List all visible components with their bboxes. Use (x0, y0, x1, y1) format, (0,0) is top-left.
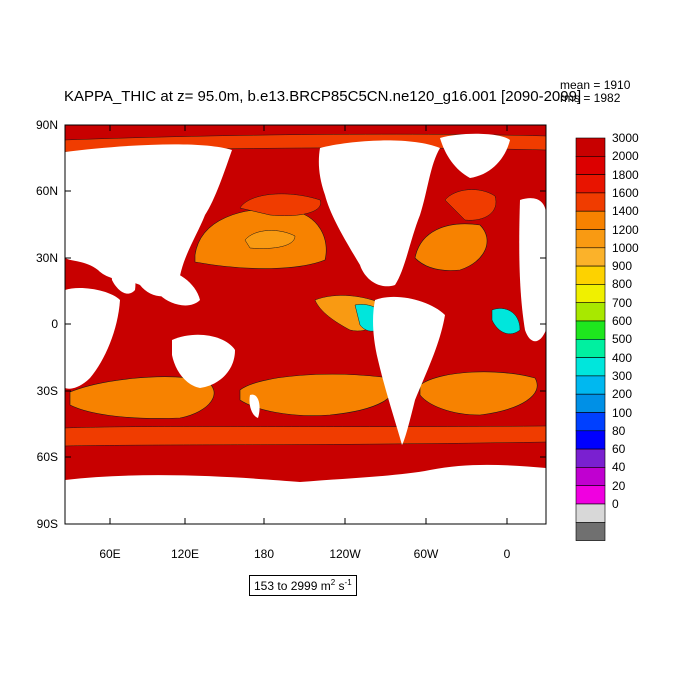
lon-ticks (109, 125, 508, 524)
colorbar-label: 1400 (612, 204, 639, 219)
colorbar-label: 80 (612, 423, 626, 438)
south-indian-gyre (69, 376, 215, 419)
north-atlantic-gyre (414, 223, 488, 271)
colorbar-swatch (575, 284, 606, 303)
plot-title: KAPPA_THIC at z= 95.0m, b.e13.BRCP85C5CN… (64, 88, 582, 105)
colorbar-swatch (575, 485, 606, 505)
colorbar-swatch (575, 210, 606, 230)
rms-stat: rms = 1982 (560, 91, 621, 105)
india-land (110, 255, 136, 294)
southern-ocean-band (65, 425, 546, 447)
colorbar-label: 40 (612, 460, 626, 475)
map-area (65, 125, 546, 524)
lat-label-60n: 60N (36, 184, 58, 198)
colorbar-swatch (575, 302, 606, 322)
colorbar-label: 500 (612, 332, 633, 347)
southeast-asia-land (150, 269, 200, 306)
colorbar-label: 100 (612, 405, 633, 420)
europe-africa-east (519, 198, 546, 342)
colorbar-swatch (575, 357, 606, 377)
eurasia-land (65, 144, 232, 297)
range-label: 153 to 2999 m2 s-1 (249, 575, 357, 596)
range-unit-sup1: 2 (330, 578, 336, 587)
colorbar-label: 800 (612, 277, 633, 292)
mean-stat: mean = 1910 (560, 78, 631, 92)
colorbar-swatch (575, 265, 606, 285)
lat-label-90n: 90N (36, 118, 58, 132)
north-pacific-subpolar (239, 193, 321, 216)
lat-label-60s: 60S (37, 450, 58, 464)
colorbar-label: 700 (612, 295, 633, 310)
colorbar-swatch (575, 156, 606, 175)
north-atlantic-subpolar (444, 189, 497, 221)
colorbar-swatch (575, 448, 606, 468)
colorbar-swatch (575, 412, 606, 432)
greenland-land (440, 133, 510, 178)
colorbar-swatch (575, 467, 606, 486)
lon-label-120w: 120W (329, 547, 361, 561)
colorbar-label: 3000 (612, 131, 639, 145)
colorbar-swatch (575, 174, 606, 194)
colorbar-label: 200 (612, 387, 633, 402)
colorbar-swatch (575, 375, 606, 395)
colorbar-swatch (575, 503, 606, 523)
colorbar-swatch (575, 320, 606, 340)
colorbar-swatch (575, 192, 606, 212)
colorbar-label: 0 (612, 497, 619, 511)
colorbar-label: 1000 (612, 240, 639, 255)
colorbar-label: 1600 (612, 185, 639, 200)
south-america-land (373, 296, 445, 445)
colorbar-label: 2000 (612, 149, 639, 164)
lat-label-30s: 30S (37, 384, 58, 398)
lon-label-180: 180 (254, 547, 274, 561)
colorbar-label: 1200 (612, 222, 639, 237)
colorbar (575, 137, 606, 541)
colorbar-label: 60 (612, 442, 626, 457)
colorbar-label: 900 (612, 259, 633, 274)
colorbar-swatch (575, 229, 606, 249)
lat-label-0: 0 (51, 317, 58, 331)
colorbar-label: 300 (612, 368, 633, 383)
colorbar-label: 600 (612, 314, 633, 328)
lon-label-120e: 120E (171, 547, 199, 561)
lon-label-60e: 60E (99, 547, 120, 561)
colorbar-label: 400 (612, 350, 633, 365)
lon-label-0: 0 (504, 547, 511, 561)
new-zealand-land (249, 394, 260, 418)
lat-label-90s: 90S (37, 517, 58, 531)
colorbar-label: 20 (612, 478, 626, 493)
colorbar-swatch (575, 521, 606, 541)
colorbar-swatch (575, 137, 606, 157)
south-atlantic-gyre (419, 371, 538, 416)
north-america-land (318, 140, 440, 287)
range-text: 153 to 2999 m (254, 579, 331, 593)
australia-land (172, 334, 235, 388)
africa-land (65, 288, 120, 389)
lat-label-30n: 30N (36, 251, 58, 265)
colorbar-swatch (575, 338, 606, 358)
colorbar-swatch (575, 393, 606, 413)
colorbar-swatch (575, 430, 606, 450)
antarctica-land (65, 464, 546, 524)
north-pacific-gyre-inner (244, 230, 296, 249)
east-atlantic-low (491, 308, 521, 335)
colorbar-label: 1800 (612, 167, 639, 182)
colorbar-swatch (575, 247, 606, 267)
lat-ticks (65, 124, 546, 525)
range-unit-sup2: -1 (344, 578, 352, 587)
lon-label-60w: 60W (414, 547, 439, 561)
range-unit-mid: s (335, 579, 345, 593)
